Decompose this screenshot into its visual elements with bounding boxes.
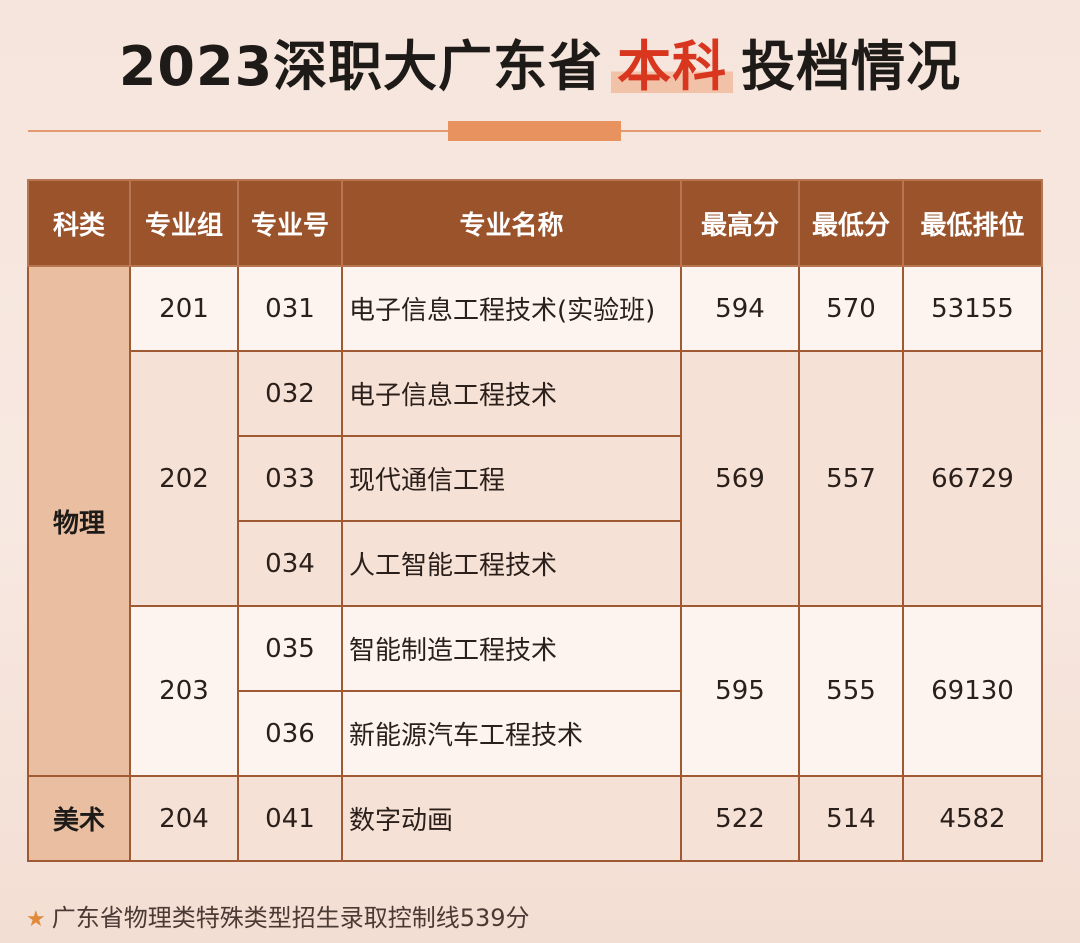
table-row: 物理 201 031 电子信息工程技术(实验班) 594 570 53155: [27, 265, 1043, 777]
header-major-name: 专业名称: [341, 179, 682, 267]
major-name-cell: 电子信息工程技术: [341, 350, 682, 437]
header-category: 科类: [27, 179, 131, 267]
group-cell: 201: [129, 265, 239, 352]
major-code-cell: 034: [237, 520, 343, 607]
major-name-cell: 智能制造工程技术: [341, 605, 682, 692]
min-rank-cell: 53155: [902, 265, 1043, 352]
max-score-cell: 594: [680, 265, 800, 352]
header-group: 专业组: [129, 179, 239, 267]
table-row: 036 新能源汽车工程技术: [28, 690, 1042, 777]
min-rank-cell: 4582: [902, 775, 1043, 862]
max-score-cell: 595: [680, 605, 800, 777]
major-code-cell: 035: [237, 605, 343, 692]
group-cell: 203: [129, 605, 239, 777]
header-min-score: 最低分: [798, 179, 904, 267]
header-max-score: 最高分: [680, 179, 800, 267]
table-row: 034 人工智能工程技术: [28, 520, 1042, 607]
major-name-cell: 电子信息工程技术(实验班): [341, 265, 682, 352]
table-row: 美术 204 041 数字动画 522 514 4582: [27, 775, 1043, 862]
title-divider-accent: [448, 121, 621, 141]
major-code-cell: 032: [237, 350, 343, 437]
min-score-cell: 555: [798, 605, 904, 777]
category-cell: 物理: [27, 265, 131, 777]
star-icon: ★: [26, 907, 46, 932]
table-header-row: 科类 专业组 专业号 专业名称 最高分 最低分 最低排位: [27, 179, 1043, 267]
min-score-cell: 514: [798, 775, 904, 862]
table-row: 203 035 智能制造工程技术 595 555 69130: [28, 605, 1043, 777]
group-cell: 202: [129, 350, 239, 607]
min-rank-cell: 66729: [902, 350, 1043, 607]
title-suffix: 投档情况: [741, 35, 962, 98]
category-cell: 美术: [27, 775, 131, 862]
major-name-cell: 现代通信工程: [341, 435, 682, 522]
group-cell: 204: [129, 775, 239, 862]
major-name-cell: 新能源汽车工程技术: [341, 690, 682, 777]
header-major-code: 专业号: [237, 179, 343, 267]
major-code-cell: 033: [237, 435, 343, 522]
table-row: 033 现代通信工程: [28, 435, 1042, 522]
major-name-cell: 数字动画: [341, 775, 682, 862]
title-highlight: 本科: [611, 35, 734, 98]
min-score-cell: 557: [798, 350, 904, 607]
major-code-cell: 036: [237, 690, 343, 777]
footnote-text: 广东省物理类特殊类型招生录取控制线539分: [51, 904, 530, 932]
min-rank-cell: 69130: [902, 605, 1043, 777]
min-score-cell: 570: [798, 265, 904, 352]
header-min-rank: 最低排位: [902, 179, 1043, 267]
admission-table: 科类 专业组 专业号 专业名称 最高分 最低分 最低排位 物理 201 031 …: [27, 179, 1043, 862]
page-title: 2023深职大广东省 本科 投档情况: [0, 22, 1080, 101]
major-code-cell: 031: [237, 265, 343, 352]
footnote: ★ 广东省物理类特殊类型招生录取控制线539分: [26, 898, 530, 933]
max-score-cell: 569: [680, 350, 800, 607]
major-code-cell: 041: [237, 775, 343, 862]
max-score-cell: 522: [680, 775, 800, 862]
table-row: 202 032 电子信息工程技术 569 557 66729: [28, 350, 1043, 607]
major-name-cell: 人工智能工程技术: [341, 520, 682, 607]
title-prefix: 2023深职大广东省: [118, 35, 604, 98]
